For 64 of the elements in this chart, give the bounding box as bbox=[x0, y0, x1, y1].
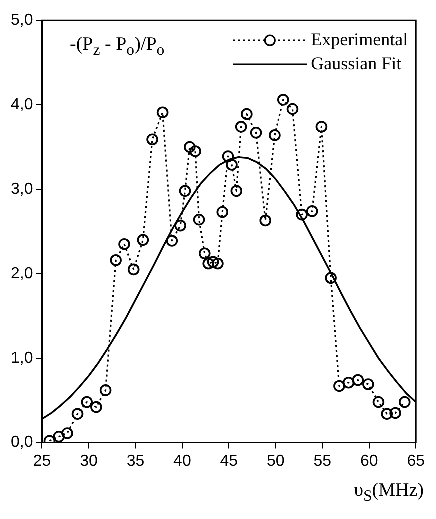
x-tick-label: 25 bbox=[33, 452, 52, 470]
point bbox=[306, 206, 318, 218]
point bbox=[156, 106, 169, 119]
legend-label: Gaussian Fit bbox=[311, 53, 402, 74]
point bbox=[179, 185, 192, 198]
point bbox=[118, 238, 130, 250]
y-tick-label: 2,0 bbox=[10, 265, 34, 282]
point bbox=[398, 396, 411, 408]
point bbox=[53, 430, 65, 443]
point bbox=[137, 234, 150, 246]
x-tick-label: 65 bbox=[407, 452, 426, 470]
point bbox=[110, 254, 122, 266]
point bbox=[342, 376, 355, 389]
point bbox=[174, 220, 186, 232]
x-tick-label: 35 bbox=[126, 452, 145, 470]
x-tick-label: 40 bbox=[174, 452, 192, 470]
point bbox=[260, 214, 272, 227]
y-tick-label: 0,0 bbox=[10, 434, 34, 452]
x-tick-label: 30 bbox=[80, 452, 98, 470]
x-tick-label: 60 bbox=[360, 452, 378, 470]
point bbox=[62, 428, 74, 440]
point bbox=[222, 150, 234, 162]
legend-label: Experimental bbox=[311, 29, 408, 50]
y-tick-label: 3,0 bbox=[10, 180, 34, 198]
y-tick-label: 5,0 bbox=[10, 12, 34, 30]
y-axis-title: -(P$_{z}$ - P$_{o}$)/P$_{o}$ bbox=[70, 34, 165, 60]
point bbox=[146, 134, 158, 146]
point bbox=[230, 185, 243, 198]
point bbox=[362, 378, 374, 390]
point bbox=[226, 159, 238, 171]
x-tick-label: 55 bbox=[314, 452, 332, 470]
point bbox=[381, 408, 394, 420]
point bbox=[100, 384, 112, 396]
point bbox=[334, 380, 346, 392]
point bbox=[390, 407, 402, 420]
point bbox=[352, 374, 364, 386]
point bbox=[269, 130, 281, 142]
point bbox=[198, 248, 211, 260]
point bbox=[296, 208, 308, 221]
point bbox=[250, 127, 262, 139]
point bbox=[286, 103, 299, 116]
point bbox=[216, 206, 229, 218]
point bbox=[90, 401, 102, 414]
point bbox=[202, 258, 215, 270]
point bbox=[190, 146, 202, 158]
point bbox=[193, 214, 206, 226]
point bbox=[235, 121, 248, 133]
point bbox=[184, 141, 196, 154]
point bbox=[325, 272, 337, 284]
x-tick-label: 45 bbox=[220, 452, 238, 470]
x-axis-title: υ$_{S}$(MHz) bbox=[354, 480, 424, 506]
x-tick-label: 50 bbox=[267, 452, 285, 470]
point bbox=[81, 396, 94, 408]
point bbox=[372, 396, 385, 408]
y-tick-label: 1,0 bbox=[10, 350, 34, 367]
point bbox=[128, 264, 140, 276]
point bbox=[277, 94, 290, 106]
point bbox=[72, 408, 84, 420]
point bbox=[316, 121, 328, 133]
point bbox=[207, 256, 220, 268]
y-tick-label: 4,0 bbox=[10, 96, 34, 114]
point bbox=[212, 258, 224, 270]
point bbox=[241, 108, 253, 120]
point bbox=[166, 235, 178, 247]
